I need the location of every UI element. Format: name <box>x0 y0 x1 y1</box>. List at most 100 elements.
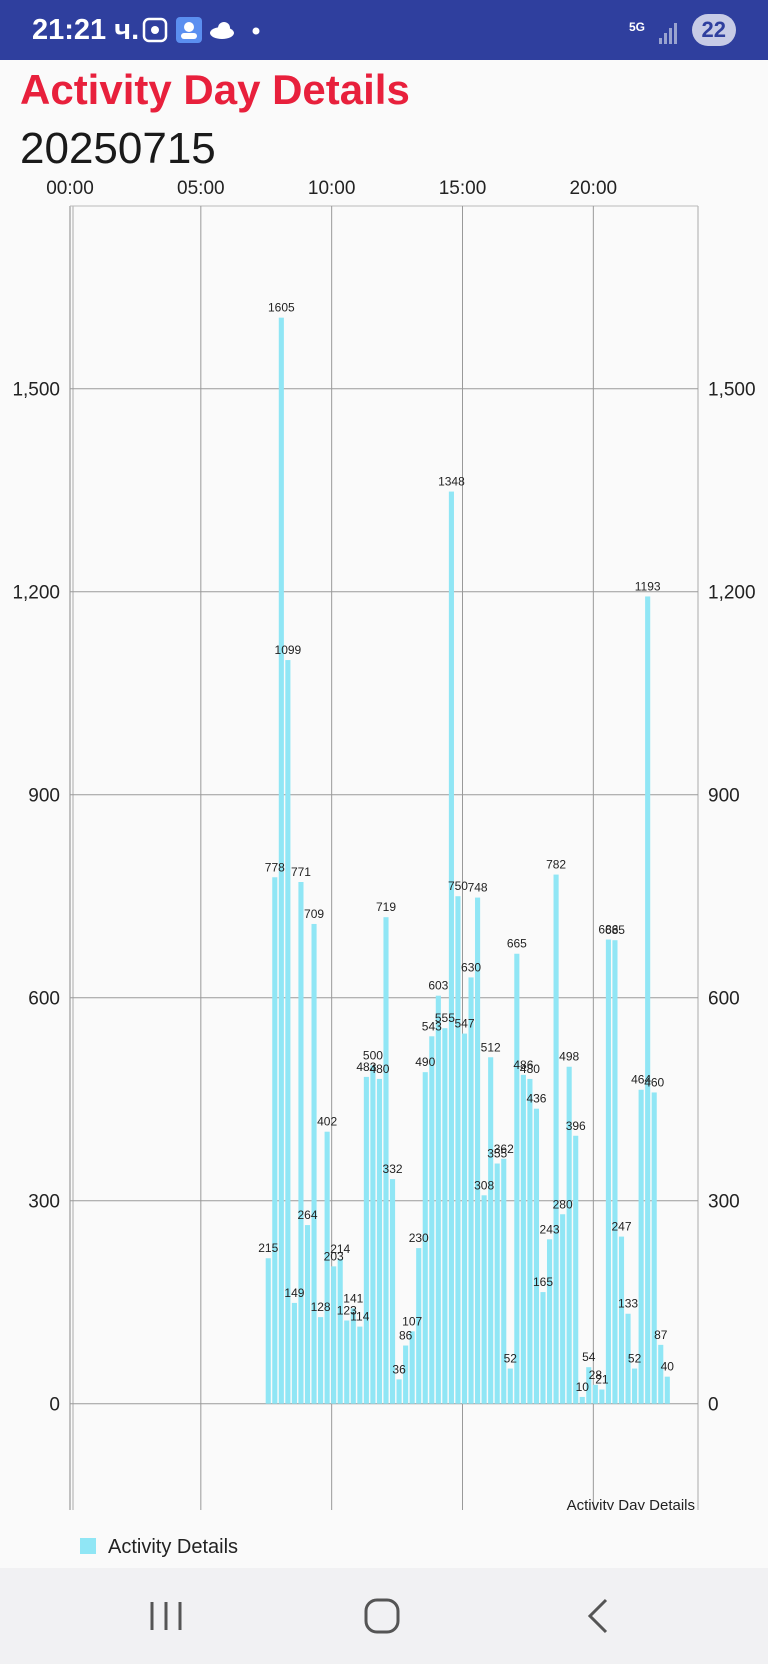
bar <box>442 1028 448 1404</box>
y-tick-label-right: 0 <box>708 1395 719 1416</box>
bar <box>658 1344 664 1404</box>
x-tick-label: 00:00 <box>46 178 94 199</box>
bar <box>579 1396 585 1404</box>
bar-value-label: 665 <box>507 937 527 951</box>
bar <box>337 1258 343 1404</box>
x-tick-label: 05:00 <box>177 178 225 199</box>
y-tick-label-left: 1,200 <box>12 583 60 604</box>
bar-value-label: 436 <box>526 1092 546 1106</box>
bar-value-label: 480 <box>520 1062 540 1076</box>
bar <box>311 923 317 1404</box>
cloud-icon <box>210 22 234 39</box>
bar-value-label: 264 <box>297 1208 317 1222</box>
bar-value-label: 133 <box>618 1297 638 1311</box>
chart-axis-ticks: 00:00 05:00 10:00 15:00 20:00 0 0 300 300 600 600 9… <box>12 178 755 1416</box>
dot-icon <box>252 27 260 35</box>
bar <box>318 1317 324 1404</box>
bar-value-label: 512 <box>481 1040 501 1054</box>
bar-value-label: 685 <box>605 923 625 937</box>
status-icons-right: 5G 22 <box>627 14 736 48</box>
bar <box>448 491 454 1404</box>
bar-value-label: 460 <box>644 1075 664 1089</box>
legend-label: Activity Details <box>108 1536 239 1558</box>
bar <box>625 1313 631 1404</box>
bar <box>324 1131 330 1404</box>
bar-value-label: 230 <box>409 1231 429 1245</box>
bar <box>389 1179 396 1404</box>
bar <box>396 1379 402 1404</box>
bar <box>488 1057 494 1404</box>
chart-description: Activity Day Details <box>567 1497 695 1510</box>
network-type: 5G <box>629 20 645 34</box>
bar-value-label: 243 <box>540 1222 560 1236</box>
bar-value-label: 686 <box>598 923 618 937</box>
bar <box>553 874 559 1404</box>
home-icon[interactable] <box>362 1592 402 1640</box>
y-tick-label-left: 0 <box>49 1395 60 1416</box>
bar <box>298 882 304 1404</box>
chart-bars <box>265 317 670 1404</box>
bar-value-label: 498 <box>559 1050 579 1064</box>
bar <box>435 995 441 1404</box>
chart-legend: Activity Details <box>80 1536 238 1559</box>
bar-value-label: 709 <box>304 907 324 921</box>
recent-apps-icon[interactable] <box>146 1592 186 1640</box>
bar-value-label: 128 <box>311 1300 331 1314</box>
bar <box>344 1320 350 1404</box>
bar-value-label: 332 <box>383 1162 403 1176</box>
bar <box>592 1384 598 1404</box>
x-tick-label: 15:00 <box>439 178 487 199</box>
bar <box>638 1089 644 1404</box>
y-tick-label-right: 1,500 <box>708 380 756 401</box>
bar-value-label: 490 <box>415 1055 435 1069</box>
bar-value-label: 28 <box>589 1368 603 1382</box>
x-tick-label: 10:00 <box>308 178 356 199</box>
page-title: Activity Day Details <box>20 66 410 113</box>
bar <box>468 977 474 1404</box>
y-tick-label-left: 900 <box>28 786 60 807</box>
bar <box>363 1076 369 1404</box>
bar-value-label: 141 <box>343 1291 363 1305</box>
bar <box>527 1078 533 1404</box>
bar-value-label: 123 <box>337 1303 357 1317</box>
bar-value-label: 771 <box>291 865 311 879</box>
y-tick-label-right: 300 <box>708 1192 740 1213</box>
bar-value-label: 1099 <box>275 643 302 657</box>
status-time: 21:21 ч. <box>32 14 140 46</box>
gallery-icon <box>142 17 168 43</box>
bar-value-label: 362 <box>494 1142 514 1156</box>
bar <box>403 1345 409 1404</box>
bar-value-label: 1193 <box>635 579 661 593</box>
signal-icon <box>659 22 678 44</box>
bar <box>507 1368 513 1404</box>
bar <box>546 1239 553 1404</box>
bar-value-label: 782 <box>546 858 566 872</box>
bar <box>370 1065 376 1404</box>
bar-value-label: 396 <box>566 1119 586 1133</box>
y-tick-label-left: 600 <box>28 989 60 1010</box>
bar-value-label: 402 <box>317 1115 337 1129</box>
bar-value-label: 547 <box>454 1017 474 1031</box>
bar <box>304 1225 311 1404</box>
bar-value-label: 52 <box>628 1352 642 1366</box>
bar <box>475 897 481 1404</box>
bar <box>357 1326 363 1404</box>
bar <box>540 1292 546 1404</box>
bar <box>573 1135 579 1404</box>
bar-value-label: 748 <box>468 881 488 895</box>
bar-value-label: 778 <box>265 860 285 874</box>
bar <box>285 660 291 1404</box>
bar-value-label: 630 <box>461 960 481 974</box>
bar-value-label: 1605 <box>268 301 295 315</box>
bar <box>272 877 278 1404</box>
bar <box>560 1214 566 1404</box>
back-icon[interactable] <box>580 1592 620 1640</box>
bar <box>514 953 520 1404</box>
bar-value-label: 214 <box>330 1242 350 1256</box>
bar <box>599 1389 605 1404</box>
bar-value-label: 36 <box>392 1362 406 1376</box>
bar <box>481 1195 487 1404</box>
legend-swatch <box>80 1538 96 1554</box>
bar <box>350 1308 356 1404</box>
bar <box>612 940 618 1404</box>
